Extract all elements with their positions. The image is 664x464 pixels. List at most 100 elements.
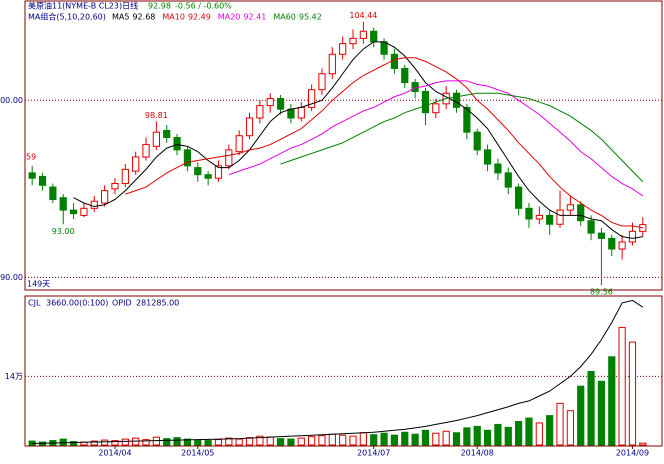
volume-bar [546,415,554,446]
volume-bar [566,410,574,446]
legend-value: 92.41 [243,13,266,22]
volume-bar [287,438,295,446]
y-tick-label: 100.00 [0,96,23,105]
candle-body [142,144,150,158]
candle-body [256,105,264,119]
candle-body [370,30,378,43]
volume-bar [401,431,409,446]
candle-body [132,156,140,172]
volume-bar [639,442,647,446]
chart-title: 美原油11(NYME-B CL23)日线 [28,1,138,11]
volume-bar [256,435,264,446]
annotation: 93.00 [52,227,75,236]
candle-body [183,149,192,167]
ma-group: MA组合(5,10,20,60) [28,12,106,22]
volume-bar [618,326,626,446]
candle-body [473,131,481,151]
annotation: 104.44 [349,11,377,20]
candle-body [504,172,512,188]
volume-bar [245,437,254,446]
volume-label-value: 3660.00(0:100) [46,299,108,308]
candle-body [318,73,326,91]
volume-bar [463,427,471,446]
volume-bar [421,429,430,446]
candle-body [245,117,254,137]
volume-bar [504,426,512,446]
volume-bar [69,441,78,446]
candle-body [163,129,171,138]
volume-bar [173,437,181,446]
candle-body [339,43,347,55]
candle-body [235,135,243,153]
candle-body [401,67,409,84]
legend-name: MA20 [218,13,241,22]
x-tick-label: 2014/07 [357,449,390,458]
volume-bar [328,433,336,446]
change: -0.56 / -0.60% [175,2,232,11]
candle-body [349,37,357,45]
candle-body [618,241,626,250]
legend-name: MA5 [112,13,129,22]
volume-bar [608,356,616,446]
candle-body [59,197,67,211]
candle-body [587,220,595,234]
candle-body [276,98,285,110]
candle-body [432,103,440,114]
volume-bar [183,438,192,446]
volume-bar [59,438,67,446]
volume-bar [225,437,233,446]
candle-body [577,204,585,222]
candle-body [173,136,181,151]
legend-value: 95.42 [299,13,322,22]
legend-value: 92.68 [132,13,155,22]
volume-bar [235,438,243,446]
x-tick-label: 2014/04 [98,449,131,458]
candle-body [359,30,367,39]
legend-name: MA60 [273,13,296,22]
volume-bar [142,439,150,446]
x-tick-label: 2014/05 [181,449,214,458]
volume-bar [266,436,274,446]
x-tick-label: 2014/08 [461,449,494,458]
volume-bar [297,437,305,446]
candle-body [494,163,502,174]
candle-body [608,237,616,250]
volume-bar [359,432,367,446]
volume-bar [204,440,212,446]
volume-bar [577,385,585,446]
legend-value: 92.49 [188,13,211,22]
candle-body [69,209,78,215]
candle-body [194,167,202,176]
ma-line [73,41,643,239]
candle-body [266,98,274,107]
price-panel [24,0,663,291]
x-tick-label: 2014/09 [616,449,649,458]
candle-body [38,175,47,186]
volume-bar [163,438,171,446]
candle-body [390,53,399,69]
candle-body [121,168,129,185]
volume-bar [318,435,326,446]
candle-body [628,230,637,243]
candle-body [380,41,388,55]
volume-bar [432,432,440,446]
candle-body [297,106,305,119]
volume-bar [483,429,492,446]
volume-bar [380,432,388,446]
volume-bar [214,439,223,446]
volume-bar [370,434,378,446]
ma-line [228,80,644,197]
volume-bar [276,438,285,446]
volume-bar [411,433,419,446]
oi-line [32,299,644,445]
candle-body [411,82,419,92]
ma-line [280,92,644,183]
candle-body [328,53,336,75]
oi-name: OPID [112,299,132,308]
candle-body [204,174,212,179]
candle-body [90,200,98,209]
volume-bar [442,430,450,446]
volume-bar [349,435,357,446]
candle-body [546,214,554,225]
